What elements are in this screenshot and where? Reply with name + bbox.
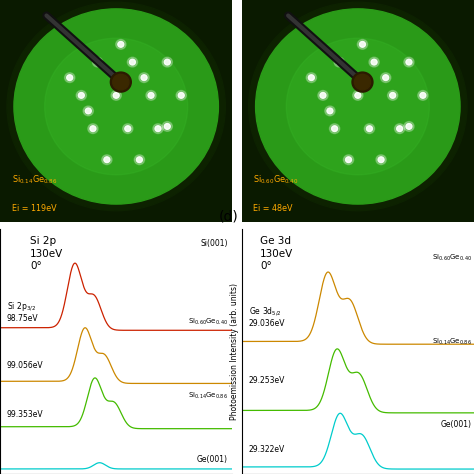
Circle shape (83, 106, 93, 116)
Text: Si$_{0.60}$Ge$_{0.40}$: Si$_{0.60}$Ge$_{0.40}$ (432, 253, 472, 264)
Circle shape (346, 157, 352, 163)
Circle shape (365, 124, 374, 134)
Text: Ei = 48eV: Ei = 48eV (253, 204, 293, 213)
Circle shape (164, 59, 170, 65)
Circle shape (7, 2, 225, 211)
Circle shape (92, 57, 103, 67)
Text: Si$_{0.14}$Ge$_{0.86}$: Si$_{0.14}$Ge$_{0.86}$ (188, 391, 228, 401)
Circle shape (334, 57, 344, 67)
Circle shape (390, 92, 396, 98)
Text: Ge(001): Ge(001) (197, 455, 228, 464)
Circle shape (357, 39, 367, 49)
Circle shape (128, 57, 137, 67)
Text: Ge(001): Ge(001) (441, 420, 472, 429)
Text: Ei = 119eV: Ei = 119eV (12, 204, 56, 213)
Circle shape (123, 124, 133, 134)
Circle shape (378, 157, 384, 163)
Circle shape (355, 74, 371, 90)
Circle shape (164, 124, 170, 129)
Circle shape (329, 124, 340, 134)
Text: Si$_{0.60}$Ge$_{0.40}$: Si$_{0.60}$Ge$_{0.40}$ (188, 317, 228, 327)
Circle shape (148, 92, 154, 98)
Text: 99.056eV: 99.056eV (7, 361, 44, 370)
Circle shape (332, 126, 337, 132)
Circle shape (118, 42, 124, 47)
Text: Si 2p$_{3/2}$
98.75eV: Si 2p$_{3/2}$ 98.75eV (7, 300, 38, 323)
Circle shape (249, 2, 467, 211)
Circle shape (404, 121, 414, 131)
Circle shape (327, 108, 333, 114)
Circle shape (418, 91, 428, 100)
Circle shape (78, 92, 84, 98)
Circle shape (344, 155, 354, 164)
Circle shape (359, 42, 365, 47)
Circle shape (45, 38, 188, 175)
Circle shape (420, 92, 426, 98)
Circle shape (366, 126, 373, 132)
Circle shape (404, 57, 414, 67)
Circle shape (406, 59, 412, 65)
Circle shape (353, 91, 363, 100)
Text: Ge 3d
130eV
0°: Ge 3d 130eV 0° (260, 236, 293, 271)
Text: Si$_{0.60}$Ge$_{0.40}$: Si$_{0.60}$Ge$_{0.40}$ (253, 174, 299, 186)
Y-axis label: Photoemission Intensity (arb. units): Photoemission Intensity (arb. units) (230, 283, 239, 420)
Circle shape (162, 121, 173, 131)
Circle shape (76, 91, 86, 100)
Circle shape (376, 155, 386, 164)
Circle shape (141, 75, 147, 81)
Circle shape (125, 126, 131, 132)
Text: Si 2p
130eV
0°: Si 2p 130eV 0° (30, 236, 64, 271)
Circle shape (388, 91, 398, 100)
Circle shape (383, 75, 389, 81)
Circle shape (320, 92, 326, 98)
Circle shape (371, 59, 377, 65)
Text: 29.322eV: 29.322eV (249, 445, 285, 454)
Circle shape (397, 126, 403, 132)
Circle shape (137, 157, 142, 163)
Circle shape (306, 73, 317, 82)
Circle shape (90, 126, 96, 132)
Circle shape (88, 124, 98, 134)
Text: 29.253eV: 29.253eV (249, 376, 285, 385)
Circle shape (113, 74, 129, 90)
Circle shape (110, 72, 131, 92)
Circle shape (286, 38, 429, 175)
Circle shape (64, 73, 75, 82)
Circle shape (95, 59, 100, 65)
Text: 99.353eV: 99.353eV (7, 410, 44, 419)
Circle shape (318, 91, 328, 100)
Circle shape (129, 59, 136, 65)
Circle shape (134, 155, 145, 164)
Circle shape (176, 91, 186, 100)
Circle shape (394, 124, 405, 134)
Circle shape (308, 75, 314, 81)
Circle shape (85, 108, 91, 114)
Circle shape (336, 59, 342, 65)
Circle shape (406, 124, 412, 129)
Text: (d): (d) (219, 210, 238, 224)
Circle shape (113, 92, 119, 98)
Circle shape (352, 72, 373, 92)
Circle shape (325, 106, 335, 116)
Circle shape (102, 155, 112, 164)
Circle shape (155, 126, 161, 132)
Circle shape (162, 57, 173, 67)
Circle shape (153, 124, 163, 134)
Circle shape (116, 39, 126, 49)
Circle shape (111, 91, 121, 100)
Circle shape (146, 91, 156, 100)
Circle shape (355, 92, 361, 98)
Text: Si$_{0.14}$Ge$_{0.86}$: Si$_{0.14}$Ge$_{0.86}$ (12, 174, 57, 186)
Circle shape (14, 9, 219, 204)
Circle shape (104, 157, 110, 163)
Text: Si(001): Si(001) (200, 239, 228, 248)
Circle shape (67, 75, 73, 81)
Circle shape (139, 73, 149, 82)
Circle shape (255, 9, 460, 204)
Circle shape (381, 73, 391, 82)
Text: Ge 3d$_{5/2}$
29.036eV: Ge 3d$_{5/2}$ 29.036eV (249, 305, 285, 328)
Circle shape (369, 57, 379, 67)
Text: Si$_{0.14}$Ge$_{0.86}$: Si$_{0.14}$Ge$_{0.86}$ (432, 337, 472, 346)
Circle shape (178, 92, 184, 98)
